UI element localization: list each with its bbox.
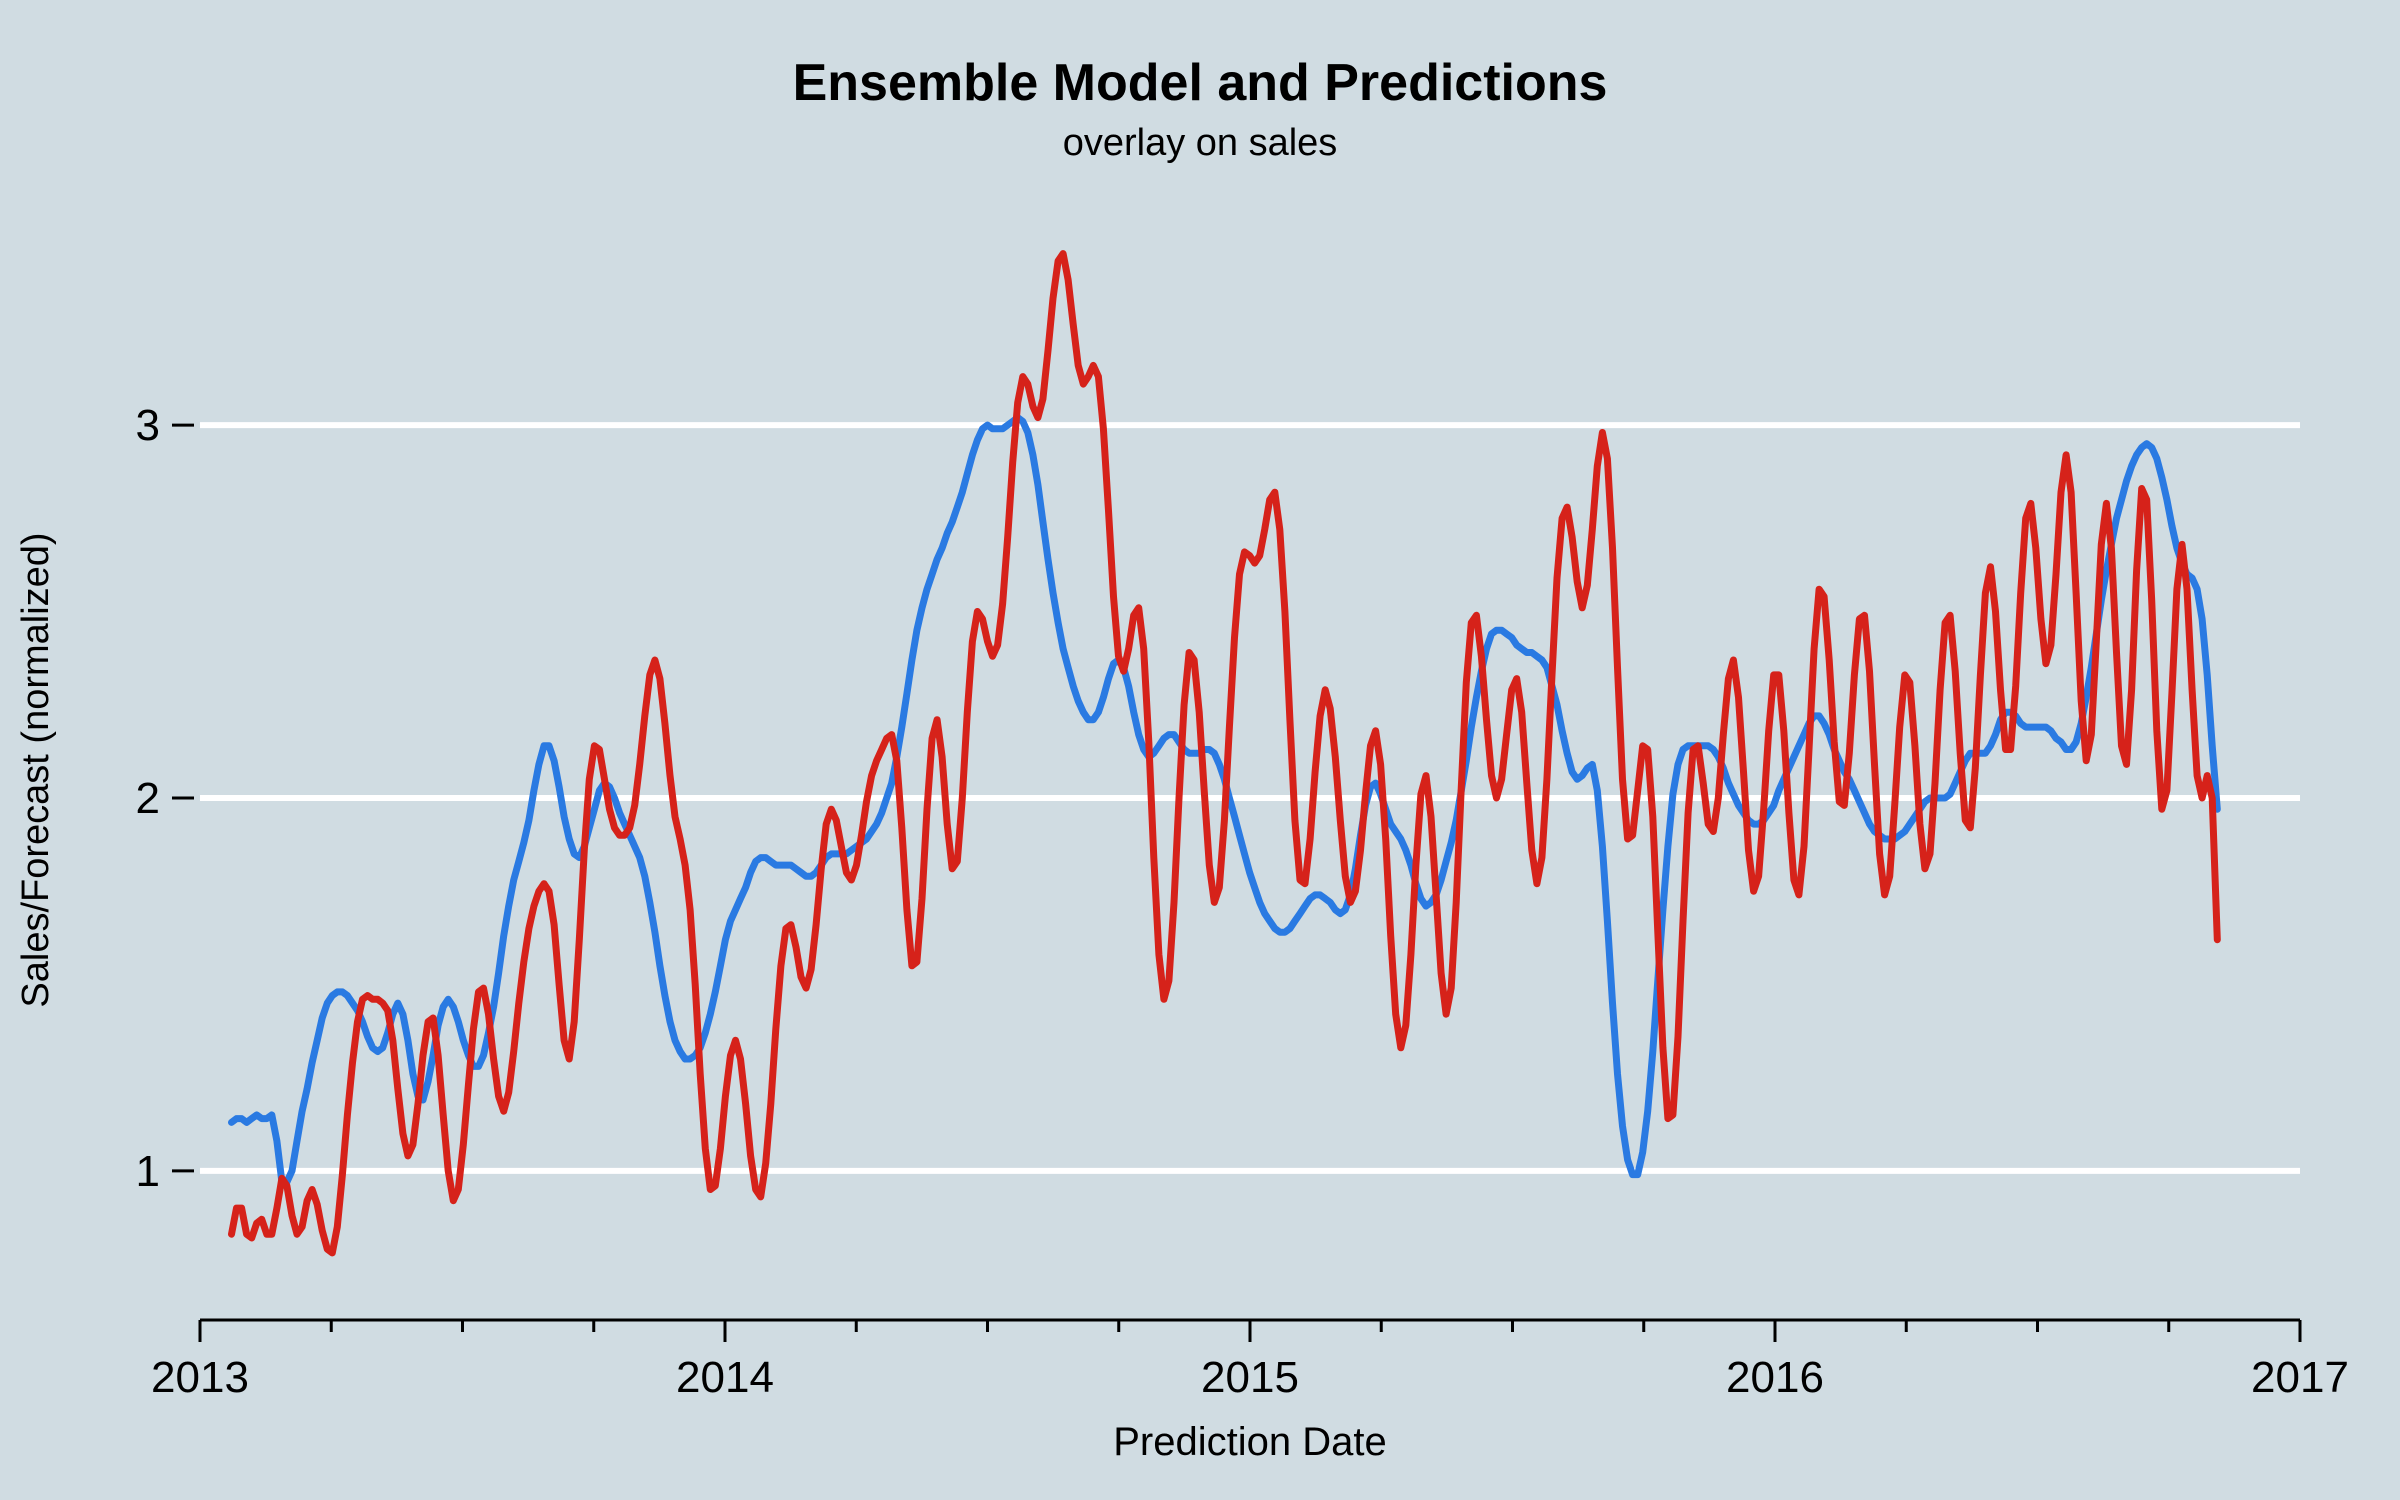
chart-title: Ensemble Model and Predictions: [793, 54, 1608, 112]
x-tick-label: 2017: [2251, 1353, 2349, 1402]
y-axis-label: Sales/Forecast (normalized): [15, 532, 57, 1007]
y-tick-label: 3: [136, 401, 160, 450]
x-tick-label: 2014: [676, 1353, 774, 1402]
x-axis-label: Prediction Date: [1113, 1420, 1386, 1464]
y-tick-label: 1: [136, 1147, 160, 1196]
chart-subtitle: overlay on sales: [1063, 122, 1338, 164]
x-tick-label: 2013: [151, 1353, 249, 1402]
x-tick-label: 2015: [1201, 1353, 1299, 1402]
chart-canvas: 2013 2014 2015 2016 2017 1 2 3 Ensemble Model a…: [0, 0, 2400, 1500]
y-tick-label: 2: [136, 774, 160, 823]
x-tick-label: 2016: [1726, 1353, 1824, 1402]
